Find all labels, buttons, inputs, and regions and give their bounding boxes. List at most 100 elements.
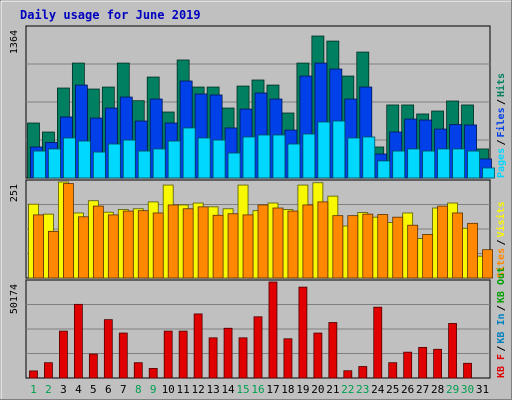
- bar-pages-day-3: [63, 137, 76, 179]
- bar-kb-f-day-16: [253, 316, 263, 379]
- bar-pages-day-22: [347, 137, 361, 179]
- legend-label-kb-f: KB F: [496, 354, 507, 378]
- bar-kb-f-day-23: [358, 366, 368, 379]
- bar-pages-day-7: [122, 139, 136, 179]
- bar-sites-day-5: [92, 205, 104, 279]
- panel-2: 251 Sites / Visits: [9, 179, 507, 279]
- legend-label-hits: Hits: [495, 73, 507, 97]
- bar-kb-f-day-2: [44, 362, 53, 379]
- bar-kb-f-day-20: [313, 332, 323, 379]
- bar-pages-day-13: [212, 139, 226, 179]
- bar-kb-f-day-14: [223, 327, 233, 379]
- x-tick-label-day-28: 28: [431, 383, 444, 396]
- x-tick-label-day-22: 22: [341, 383, 354, 396]
- bar-sites-day-30: [467, 222, 478, 279]
- bar-sites-day-20: [317, 201, 329, 279]
- x-tick-label-day-5: 5: [90, 383, 97, 396]
- bar-kb-f-day-22: [343, 370, 353, 379]
- bar-kb-f-day-4: [73, 303, 83, 379]
- bar-pages-day-19: [302, 133, 316, 179]
- bar-kb-f-day-9: [148, 368, 158, 379]
- bar-sites-day-25: [392, 216, 404, 279]
- bar-kb-f-day-13: [208, 337, 218, 379]
- x-tick-label-day-27: 27: [416, 383, 429, 396]
- bar-sites-day-1: [33, 214, 44, 279]
- legend-label-pages: Pages: [496, 148, 507, 178]
- bar-pages-day-6: [107, 143, 121, 179]
- bar-sites-day-18: [287, 210, 299, 279]
- x-tick-label-day-20: 20: [311, 383, 324, 396]
- legend-separator: /: [496, 346, 507, 352]
- bar-sites-day-13: [212, 214, 224, 279]
- x-tick-label-day-6: 6: [105, 383, 112, 396]
- x-tick-label-day-24: 24: [371, 383, 385, 396]
- y-max-label: 251: [9, 184, 20, 202]
- bar-sites-day-26: [407, 224, 419, 279]
- x-tick-label-day-23: 23: [356, 383, 369, 396]
- legend-label-kb-in: KB In: [496, 313, 507, 343]
- x-tick-label-day-29: 29: [446, 383, 459, 396]
- bar-sites-day-4: [77, 216, 89, 279]
- legend-separator: /: [496, 99, 507, 105]
- x-tick-label-day-13: 13: [206, 383, 219, 396]
- x-tick-label-day-1: 1: [30, 383, 37, 396]
- legend-2: Sites / Visits: [495, 201, 507, 278]
- bar-sites-day-21: [332, 215, 344, 279]
- legend-label-kb-out: KB Out: [496, 267, 507, 303]
- bar-kb-f-day-11: [178, 330, 188, 379]
- bar-pages-day-15: [242, 136, 256, 179]
- x-tick-label-day-3: 3: [60, 383, 67, 396]
- x-tick-label-day-17: 17: [266, 383, 279, 396]
- bar-sites-day-11: [182, 208, 194, 279]
- bar-kb-f-day-7: [118, 332, 128, 379]
- bar-pages-day-26: [407, 148, 421, 179]
- x-tick-label-day-12: 12: [192, 383, 205, 396]
- bar-sites-day-15: [242, 214, 254, 279]
- bar-pages-day-25: [392, 150, 406, 179]
- x-tick-label-day-26: 26: [401, 383, 414, 396]
- bar-kb-f-day-10: [163, 330, 173, 379]
- bar-pages-day-11: [182, 127, 196, 179]
- x-tick-label-day-25: 25: [386, 383, 399, 396]
- bar-pages-day-18: [287, 143, 301, 179]
- bar-pages-day-14: [227, 152, 241, 179]
- bar-kb-f-day-17: [268, 281, 278, 379]
- legend-3: KB F / KB In / KB Out: [496, 267, 507, 378]
- x-tick-label-day-31: 31: [476, 383, 489, 396]
- bar-pages-day-31: [482, 167, 495, 179]
- panel-1: 1364 Pages / Files / Hits: [9, 25, 507, 179]
- bar-pages-day-27: [422, 150, 436, 179]
- bar-kb-f-day-29: [448, 323, 457, 379]
- x-tick-label-day-15: 15: [236, 383, 249, 396]
- bar-kb-f-day-25: [388, 362, 398, 379]
- bar-pages-day-21: [332, 120, 346, 179]
- bar-sites-day-10: [167, 204, 179, 279]
- legend-separator: /: [496, 139, 507, 145]
- bar-sites-day-9: [152, 212, 164, 279]
- bar-sites-day-19: [302, 204, 314, 279]
- x-tick-label-day-8: 8: [135, 383, 142, 396]
- legend-label-sites: Sites: [495, 248, 507, 278]
- bar-pages-day-16: [257, 134, 271, 179]
- bar-sites-day-27: [422, 233, 434, 279]
- x-tick-label-day-14: 14: [221, 383, 235, 396]
- bar-kb-f-day-12: [193, 313, 203, 379]
- bar-sites-day-8: [137, 210, 149, 279]
- bar-sites-day-6: [107, 214, 119, 279]
- bar-sites-day-31: [482, 249, 493, 279]
- bar-pages-day-9: [152, 148, 166, 179]
- bar-sites-day-7: [122, 210, 134, 279]
- y-max-label: 1364: [9, 30, 20, 54]
- legend-separator: /: [496, 305, 507, 311]
- bar-sites-day-12: [197, 206, 209, 279]
- bar-pages-day-17: [272, 134, 286, 179]
- bar-pages-day-29: [452, 148, 465, 179]
- bar-pages-day-23: [362, 136, 376, 179]
- bar-pages-day-4: [77, 140, 91, 179]
- bar-kb-f-day-28: [433, 348, 443, 379]
- x-tick-label-day-4: 4: [75, 383, 82, 396]
- bar-sites-day-29: [452, 212, 463, 279]
- bar-kb-f-day-21: [328, 322, 338, 379]
- bar-sites-day-2: [48, 230, 59, 279]
